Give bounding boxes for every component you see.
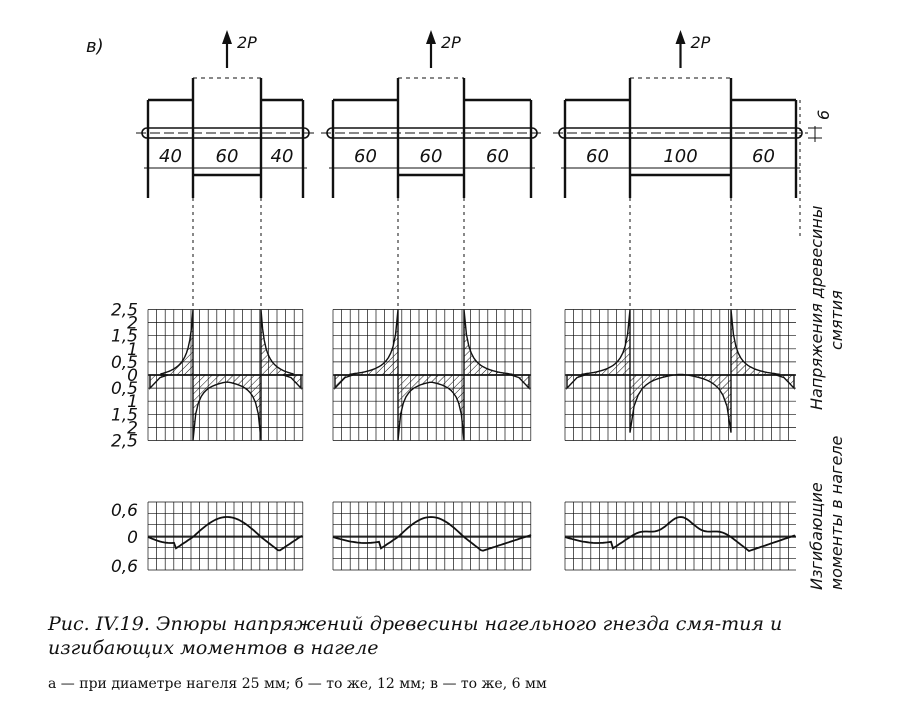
dimension-label: 60 — [216, 146, 239, 167]
stress-diagram-positive — [463, 309, 513, 376]
stress-diagram-edge — [775, 374, 795, 390]
figure-caption-title: Рис. IV.19. Эпюры напряжений древесины н… — [48, 613, 783, 659]
load-label: 2P — [691, 33, 711, 52]
moment-curve — [564, 516, 796, 553]
stress-diagram-edge — [510, 374, 530, 390]
stress-diagram-positive — [260, 309, 294, 376]
stress-diagram-positive — [730, 309, 780, 376]
stress-tick-label: 1 — [127, 392, 138, 412]
stress-diagram-positive — [349, 309, 399, 376]
stress-diagram-negative — [192, 374, 262, 441]
stress-tick-label: 2 — [127, 418, 138, 438]
dimension-label: 60 — [752, 146, 775, 167]
dimension-label: 60 — [486, 146, 509, 167]
stress-tick-label: 1,5 — [111, 405, 138, 425]
stress-tick-label: 2 — [127, 314, 138, 334]
right-label-stress: Напряжения древесины — [807, 205, 826, 410]
stress-diagram-negative — [629, 373, 732, 433]
right-label-moment: моменты в нагеле — [827, 435, 846, 590]
load-label: 2P — [237, 33, 257, 52]
load-arrow-head — [675, 30, 686, 44]
panel-label: в) — [86, 36, 104, 57]
moment-tick-label: 0 — [127, 528, 138, 548]
figure-caption-subtitle: а — при диаметре нагеля 25 мм; б — то же… — [48, 676, 547, 692]
right-label-stress: смятия — [827, 290, 846, 350]
stress-tick-label: 1,5 — [111, 327, 138, 347]
load-arrow-head — [222, 30, 232, 44]
stress-diagram-positive — [160, 309, 194, 376]
stress-diagram-positive — [581, 309, 631, 376]
stress-tick-label: 2,5 — [111, 301, 138, 321]
moment-curve — [147, 516, 303, 552]
load-arrow-head — [426, 30, 436, 44]
right-label-moment: Изгибающие — [807, 482, 826, 590]
stress-diagram-edge — [566, 374, 586, 390]
stress-diagram-edge — [282, 374, 302, 390]
dimension-label: 40 — [159, 146, 182, 167]
stress-tick-label: 0,5 — [111, 379, 138, 399]
stress-tick-label: 1 — [127, 340, 138, 360]
dimension-label: 40 — [271, 146, 294, 167]
stress-tick-label: 2,5 — [111, 432, 138, 452]
moment-tick-label: 0,6 — [111, 501, 138, 521]
dimension-label: 60 — [420, 146, 443, 167]
load-label: 2P — [441, 33, 461, 52]
dimension-label: 60 — [354, 146, 377, 167]
stress-tick-label: 0 — [127, 366, 138, 386]
stress-diagram-edge — [149, 374, 169, 390]
stress-diagram-negative — [397, 374, 465, 441]
dimension-label: 100 — [663, 146, 697, 167]
stress-diagram-edge — [334, 374, 354, 390]
gap-label: 6 — [814, 110, 833, 120]
stress-tick-label: 0,5 — [111, 353, 138, 373]
moment-curve — [332, 516, 532, 552]
dimension-label: 60 — [586, 146, 609, 167]
moment-tick-label: 0,6 — [111, 557, 138, 577]
